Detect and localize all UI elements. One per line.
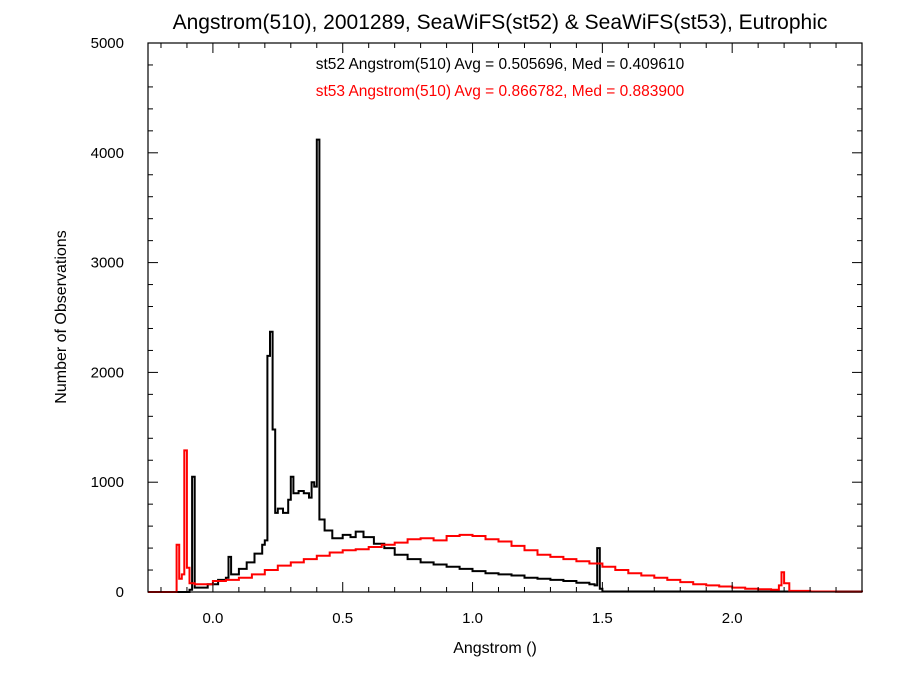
x-tick-label: 1.0 (462, 610, 483, 627)
plot-frame (147, 42, 863, 593)
y-tick-label: 3000 (91, 255, 124, 272)
y-tick-label: 4000 (91, 145, 124, 162)
chart-title: Angstrom(510), 2001289, SeaWiFS(st52) & … (173, 11, 828, 34)
x-tick-label: 0.5 (332, 610, 353, 627)
y-tick-label: 5000 (91, 35, 124, 52)
axis-ticks: 0.0 0.5 1.0 1.5 2.0 0 1000 2000 3000 4000 5000 (91, 35, 863, 627)
annotation-st52: st52 Angstrom(510) Avg = 0.505696, Med =… (316, 56, 685, 73)
y-axis-label: Number of Observations (53, 230, 70, 403)
histogram-series-1 (148, 449, 863, 593)
annotation-st53: st53 Angstrom(510) Avg = 0.866782, Med =… (316, 83, 685, 100)
y-tick-label: 1000 (91, 474, 124, 491)
histogram-series-0 (148, 138, 863, 593)
x-axis-label: Angstrom () (453, 640, 537, 657)
y-tick-label: 2000 (91, 364, 124, 381)
x-tick-label: 2.0 (722, 610, 743, 627)
x-tick-label: 1.5 (592, 610, 613, 627)
x-tick-label: 0.0 (202, 610, 223, 627)
y-tick-label: 0 (116, 584, 124, 601)
histogram-series-layer (148, 138, 863, 593)
